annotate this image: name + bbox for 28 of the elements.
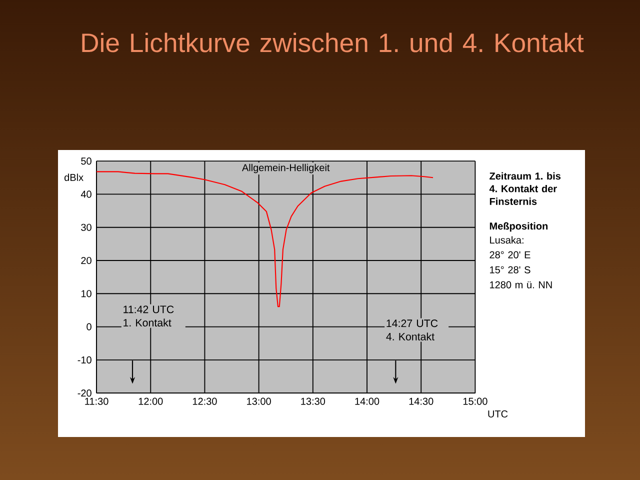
y-tick-label: 10 <box>81 290 92 298</box>
x-tick-label: 12:30 <box>192 398 217 405</box>
x-tick-label: 13:30 <box>301 398 326 405</box>
text: Zeitraum 1. bis 4. Kontakt der Finsternis <box>489 172 561 205</box>
x-tick-label: 14:00 <box>355 398 380 405</box>
chart-title: Die Lichtkurve zwischen 1. und 4. Kontakt <box>82 32 584 52</box>
x-tick-label: 13:00 <box>247 398 271 405</box>
y-tick-label: 40 <box>80 190 92 198</box>
text: 15° 28' S <box>490 266 530 274</box>
y-tick-label: 0 <box>86 323 92 330</box>
text: 28° 20' E <box>490 251 530 258</box>
annotation: 14:27 UTC 4. Kontakt <box>386 320 438 340</box>
x-tick-label: 15:00 <box>463 398 488 405</box>
y-tick-label: -10 <box>78 356 92 364</box>
y-tick-label: -20 <box>78 390 92 397</box>
y-axis-title: dBlx <box>64 174 84 181</box>
y-tick-label: 30 <box>81 224 92 231</box>
text: 1280 m ü. NN <box>490 281 552 288</box>
y-tick-label: 50 <box>81 158 92 165</box>
x-tick-label: 12:00 <box>138 398 163 405</box>
y-tick-label: 20 <box>81 256 92 264</box>
annotation: 11:42 UTC 1. Kontakt <box>124 306 174 327</box>
x-axis-title: UTC <box>488 410 508 418</box>
x-tick-label: 14:30 <box>409 398 434 405</box>
text: Lusaka: <box>490 236 524 244</box>
text: Meßposition <box>490 222 548 232</box>
x-tick-label: 11:30 <box>85 398 108 405</box>
chart-subtitle: Allgemein-Helligkeit <box>242 164 330 174</box>
